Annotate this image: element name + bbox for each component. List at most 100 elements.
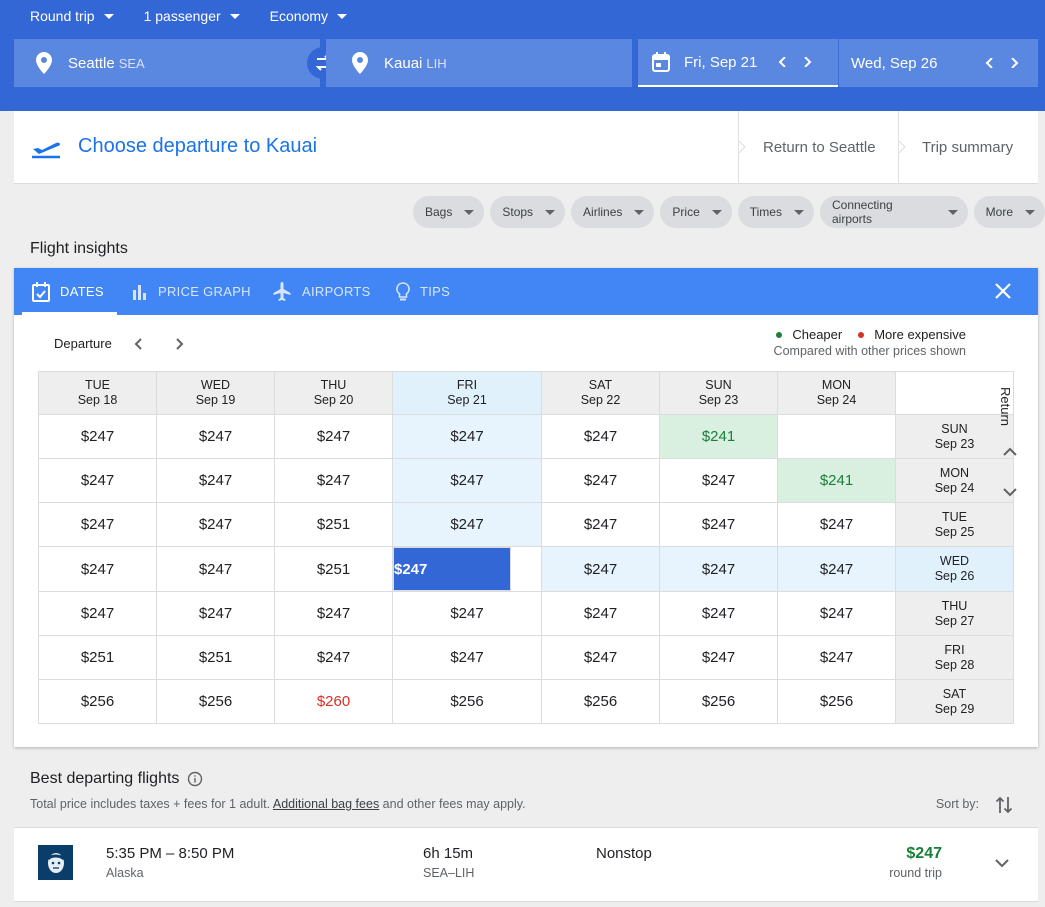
departure-date-header[interactable]: SAT Sep 22 [541, 371, 660, 415]
price-cell[interactable]: $247 [392, 635, 542, 680]
passengers-select[interactable]: 1 passenger [144, 8, 240, 24]
price-cell[interactable]: $247 [659, 635, 778, 680]
departure-date-header[interactable]: SUN Sep 23 [659, 371, 778, 415]
price-cell[interactable]: $251 [274, 502, 393, 547]
depart-date-field[interactable]: Fri, Sep 21 [638, 39, 838, 87]
filter-times[interactable]: Times [737, 196, 814, 228]
departure-date-header[interactable]: TUE Sep 18 [38, 371, 157, 415]
price-cell[interactable]: $251 [38, 635, 157, 680]
flight-row[interactable]: 5:35 PM – 8:50 PM Alaska 6h 15m SEA–LIH … [14, 827, 1038, 902]
price-cell[interactable]: $256 [38, 679, 157, 724]
trip-type-select[interactable]: Round trip [30, 8, 114, 24]
filter-connecting-airports[interactable]: Connecting airports [819, 196, 968, 228]
price-cell[interactable]: $247 [777, 591, 896, 636]
price-cell[interactable]: $247 [392, 591, 542, 636]
price-cell[interactable]: $247 [274, 458, 393, 503]
origin-field[interactable]: Seattle SEA [14, 39, 320, 87]
price-cell[interactable]: $247 [777, 635, 896, 680]
bar-chart-icon [133, 284, 146, 300]
filter-stops[interactable]: Stops [490, 196, 566, 228]
sort-icon[interactable] [995, 795, 1013, 815]
price-cell[interactable]: $241 [777, 458, 896, 503]
departure-date-header[interactable]: THU Sep 20 [274, 371, 393, 415]
price-cell[interactable]: $247 [38, 458, 157, 503]
price-cell[interactable]: $247 [541, 414, 660, 459]
filter-price[interactable]: Price [660, 196, 732, 228]
price-cell[interactable]: $247 [38, 502, 157, 547]
price-cell[interactable]: $247 [38, 546, 157, 592]
return-date-header[interactable]: SAT Sep 29 [895, 679, 1014, 724]
chevron-right-icon[interactable] [802, 57, 812, 67]
price-cell[interactable]: $247 [541, 546, 660, 592]
departure-date-header[interactable]: FRI Sep 21 [392, 371, 542, 415]
tab-tips[interactable]: TIPS [396, 268, 450, 315]
expand-chevron-icon[interactable] [995, 858, 1009, 868]
price-cell[interactable]: $247 [156, 414, 275, 459]
tab-airports[interactable]: AIRPORTS [272, 268, 371, 315]
price-cell[interactable]: $256 [659, 679, 778, 724]
price-cell[interactable]: $247 [274, 414, 393, 459]
price-cell[interactable]: $247 [541, 635, 660, 680]
filter-more[interactable]: More [973, 196, 1045, 228]
info-icon[interactable] [187, 771, 203, 787]
chevron-right-icon[interactable] [1009, 58, 1019, 68]
price-cell[interactable]: $247 [541, 591, 660, 636]
destination-field[interactable]: Kauai LIH [326, 39, 632, 87]
price-cell[interactable]: $256 [777, 679, 896, 724]
price-cell[interactable]: $247 [392, 458, 542, 503]
price-cell[interactable]: $247 [777, 502, 896, 547]
price-cell[interactable]: $247 [392, 502, 542, 547]
price-cell[interactable]: $247 [38, 591, 157, 636]
tab-dates[interactable]: DATES [32, 268, 104, 315]
return-date-header[interactable]: FRI Sep 28 [895, 635, 1014, 680]
cabin-select[interactable]: Economy [270, 8, 348, 24]
price-cell[interactable]: $247 [777, 546, 896, 592]
chevron-left-icon[interactable] [778, 57, 788, 67]
price-cell[interactable]: $247 [156, 546, 275, 592]
price-cell[interactable]: $247 [541, 502, 660, 547]
return-date-header[interactable]: SUN Sep 23 [895, 414, 1014, 459]
flight-times: 5:35 PM – 8:50 PM [106, 845, 235, 862]
return-date-header[interactable]: WED Sep 26 [895, 546, 1014, 592]
price-cell[interactable]: $247 [659, 458, 778, 503]
tab-price-graph[interactable]: PRICE GRAPH [132, 268, 251, 315]
return-date-header[interactable]: TUE Sep 25 [895, 502, 1014, 547]
step-summary[interactable]: Trip summary [922, 139, 1014, 156]
filter-airlines[interactable]: Airlines [571, 196, 655, 228]
price-cell[interactable]: $256 [541, 679, 660, 724]
price-cell[interactable]: $256 [392, 679, 542, 724]
price-cell[interactable]: $260 [274, 679, 393, 724]
filter-label: Connecting airports [831, 198, 893, 226]
chevron-left-icon[interactable] [134, 338, 144, 350]
filter-bags[interactable]: Bags [413, 196, 485, 228]
price-cell[interactable]: $251 [156, 635, 275, 680]
price-cell[interactable]: $247 [659, 591, 778, 636]
departure-date-header[interactable]: MON Sep 24 [777, 371, 896, 415]
price-cell[interactable]: $247 [659, 502, 778, 547]
price-cell[interactable]: $241 [659, 414, 778, 459]
departure-date-header[interactable]: WED Sep 19 [156, 371, 275, 415]
chevron-left-icon[interactable] [985, 58, 995, 68]
price-cell[interactable]: $247 [392, 414, 542, 459]
chevron-right-icon[interactable] [174, 338, 184, 350]
price-cell[interactable]: $247 [38, 414, 157, 459]
price-cell[interactable]: $247 [156, 591, 275, 636]
price-cell[interactable]: $247 [156, 502, 275, 547]
return-date-header[interactable]: THU Sep 27 [895, 591, 1014, 636]
return-date-field[interactable]: Wed, Sep 26 [838, 39, 1038, 87]
price-cell[interactable] [777, 414, 896, 459]
price-cell[interactable]: $247 [274, 591, 393, 636]
price-cell[interactable]: $251 [274, 546, 393, 592]
close-icon[interactable] [994, 282, 1012, 300]
chevron-up-icon[interactable] [1003, 447, 1017, 457]
chevron-down-icon[interactable] [1003, 487, 1017, 497]
price-cell[interactable]: $256 [156, 679, 275, 724]
step-return[interactable]: Return to Seattle [763, 139, 876, 156]
bag-fees-link[interactable]: Additional bag fees [272, 797, 380, 811]
price-cell[interactable]: $247 [274, 635, 393, 680]
price-cell[interactable]: $247 [659, 546, 778, 592]
price-cell[interactable]: $247 [156, 458, 275, 503]
return-date-header[interactable]: MON Sep 24 [895, 458, 1014, 503]
price-cell[interactable]: $247 [541, 458, 660, 503]
price-cell[interactable]: $247 [393, 547, 511, 591]
